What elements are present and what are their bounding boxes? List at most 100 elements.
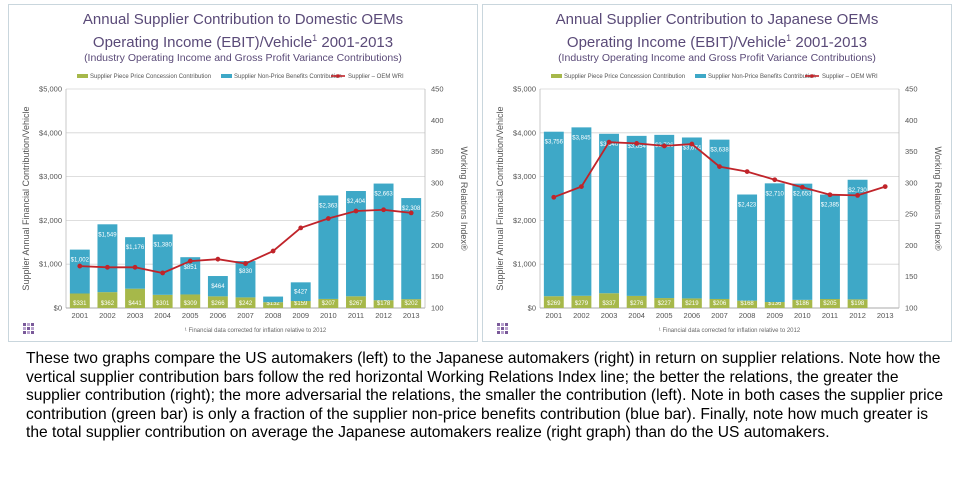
bar-price: [654, 298, 675, 308]
bar-price-label: $168: [740, 301, 754, 307]
bar-nonprice-label: $427: [294, 290, 308, 296]
x-tick-label: 2009: [292, 311, 309, 320]
chart-title2: Operating Income (EBIT)/Vehicle: [92, 34, 313, 51]
wri-point: [634, 141, 640, 146]
x-tick-label: 2003: [601, 311, 618, 320]
bar-nonprice-label: $3,638: [710, 148, 729, 154]
bar-nonprice: [318, 195, 339, 299]
bar-nonprice-label: $2,363: [319, 203, 338, 209]
x-tick-label: 2001: [71, 311, 88, 320]
y-tick-label: $2,000: [39, 216, 62, 225]
wri-point: [408, 210, 414, 216]
wri-point: [353, 208, 359, 214]
bar-nonprice: [654, 134, 675, 299]
chart-title2-sup: 1: [786, 33, 792, 43]
x-tick-label: 2002: [573, 311, 590, 320]
bar-nonprice-label: $2,710: [766, 191, 785, 197]
chart-title2: Operating Income (EBIT)/Vehicle: [566, 34, 787, 51]
x-tick-label: 2007: [711, 311, 728, 320]
bar-price: [737, 300, 758, 308]
logo-square: [501, 323, 504, 326]
bar-nonprice: [180, 257, 201, 295]
y-tick-label: $2,000: [513, 216, 536, 225]
x-tick-label: 2009: [766, 311, 783, 320]
wri-point: [882, 184, 888, 190]
y2-tick-label: 400: [905, 116, 918, 125]
bar-price-label: $186: [796, 301, 810, 307]
bar-nonprice: [820, 194, 840, 300]
x-tick-label: 2002: [99, 311, 116, 320]
y2-tick-label: 300: [905, 178, 918, 187]
bar-nonprice-label: $2,404: [347, 199, 366, 205]
bar-price-label: $242: [239, 301, 253, 307]
logo-square: [31, 331, 34, 334]
bar-price-label: $132: [266, 301, 280, 307]
y-tick-label: $5,000: [513, 85, 536, 94]
bar-nonprice: [290, 282, 311, 302]
y2-tick-label: 200: [431, 241, 444, 250]
bar-price-label: $198: [851, 301, 865, 307]
chart-title2-years: 2001-2013: [795, 34, 868, 51]
x-tick-label: 2011: [822, 311, 838, 320]
legend-label: Supplier Non-Price Benefits Contribution: [708, 74, 816, 80]
chart-domestic: $0 $1,000 $2,000 $3,000 $4,000 $5,000 100 150 20…: [21, 74, 469, 334]
bar-nonprice: [626, 135, 647, 296]
bar-nonprice: [571, 127, 592, 296]
bar-nonprice-label: $2,663: [374, 192, 393, 198]
bar-price-label: $331: [73, 301, 87, 307]
y2-axis-title: Working Relations Index®: [933, 146, 943, 250]
wri-point: [187, 258, 193, 264]
bar-nonprice-label: $129: [266, 291, 280, 297]
x-tick-label: 2007: [237, 311, 254, 320]
legend-swatch-price: [77, 74, 88, 78]
bar-price-label: $279: [575, 301, 589, 307]
legend-swatch-nonprice: [695, 74, 706, 78]
chart-title-block: Annual Supplier Contribution to Japanese…: [483, 11, 951, 65]
bar-price-label: $337: [602, 301, 616, 307]
bar-nonprice-label: $830: [239, 269, 253, 275]
wri-point: [77, 263, 83, 269]
y2-tick-label: 100: [431, 304, 444, 313]
chart-title-block: Annual Supplier Contribution to Domestic…: [9, 11, 477, 65]
x-tick-label: 2011: [348, 311, 364, 320]
x-tick-label: 2005: [656, 311, 673, 320]
logo-square: [505, 327, 508, 330]
bar-price: [152, 294, 173, 308]
bar-price-label: $267: [349, 301, 363, 307]
legend-label: Supplier Piece Price Concession Contribu…: [564, 74, 685, 80]
legend-swatch-wri-dot: [810, 74, 814, 78]
wri-point: [243, 261, 248, 266]
bar-price-label: $207: [322, 301, 336, 307]
bar-nonprice: [207, 276, 228, 297]
x-tick-label: 2012: [375, 311, 392, 320]
bar-price: [97, 292, 118, 308]
wri-point: [827, 192, 833, 198]
logo-square: [27, 327, 30, 330]
logo-square: [23, 331, 26, 334]
bar-nonprice-label: $2,423: [738, 203, 757, 209]
bar-nonprice: [681, 137, 702, 299]
logo-square: [497, 323, 500, 326]
y-tick-label: $1,000: [39, 260, 62, 269]
bar-price-label: $219: [685, 301, 699, 307]
logo-square: [23, 323, 26, 326]
logo-square: [31, 327, 34, 330]
legend-label: Supplier – OEM WRI: [822, 74, 878, 80]
footnote: ¹ Financial data corrected for inflation…: [659, 328, 801, 334]
logo-square: [497, 331, 500, 334]
y2-tick-label: 150: [905, 272, 918, 281]
y2-tick-label: 250: [905, 210, 918, 219]
bar-nonprice-label: $3,756: [545, 140, 564, 146]
bar-nonprice: [125, 237, 145, 289]
bar-price: [820, 299, 840, 308]
chart-title-line2: Operating Income (EBIT)/Vehicle1 2001-20…: [483, 29, 951, 52]
wri-point: [215, 256, 221, 262]
x-tick-label: 2005: [182, 311, 199, 320]
y2-axis-title: Working Relations Index®: [459, 146, 469, 250]
bar-price-label: $362: [101, 301, 115, 307]
bar-price: [599, 293, 619, 308]
chart-japanese: $0 $1,000 $2,000 $3,000 $4,000 $5,000 100 150 20…: [495, 74, 943, 334]
bar-nonprice: [709, 139, 730, 299]
y2-tick-label: 450: [905, 85, 918, 94]
x-tick-label: 2001: [545, 311, 562, 320]
